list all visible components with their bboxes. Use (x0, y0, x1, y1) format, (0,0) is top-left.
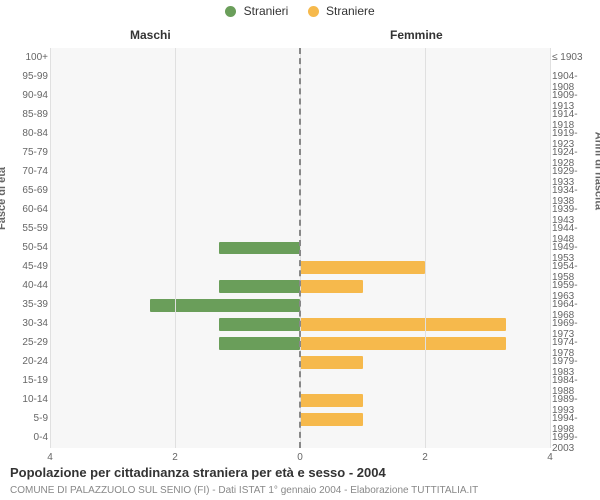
x-tick-label: 0 (297, 452, 303, 463)
birth-year-label: ≤ 1903 (552, 52, 596, 63)
age-label: 100+ (4, 52, 48, 63)
age-label: 20-24 (4, 356, 48, 367)
gridline (550, 48, 551, 448)
age-label: 90-94 (4, 90, 48, 101)
age-label: 35-39 (4, 299, 48, 310)
age-label: 25-29 (4, 337, 48, 348)
age-label: 50-54 (4, 242, 48, 253)
legend: Stranieri Straniere (0, 4, 600, 18)
bar-female (300, 318, 506, 331)
x-tick-label: 2 (172, 452, 178, 463)
column-title-male: Maschi (130, 28, 171, 42)
age-label: 45-49 (4, 261, 48, 272)
birth-year-label: 1999-2003 (552, 432, 596, 454)
age-label: 60-64 (4, 204, 48, 215)
age-label: 40-44 (4, 280, 48, 291)
age-label: 80-84 (4, 128, 48, 139)
bar-female (300, 280, 363, 293)
legend-label-male: Stranieri (244, 4, 289, 18)
age-label: 55-59 (4, 223, 48, 234)
bar-female (300, 413, 363, 426)
legend-label-female: Straniere (326, 4, 375, 18)
bar-male (219, 318, 300, 331)
legend-item-female: Straniere (308, 4, 375, 18)
age-label: 85-89 (4, 109, 48, 120)
chart-title: Popolazione per cittadinanza straniera p… (10, 465, 386, 480)
age-label: 15-19 (4, 375, 48, 386)
bar-female (300, 337, 506, 350)
age-label: 30-34 (4, 318, 48, 329)
legend-swatch-female (308, 6, 319, 17)
bar-male (219, 280, 300, 293)
bar-male (150, 299, 300, 312)
bar-female (300, 261, 425, 274)
age-label: 95-99 (4, 71, 48, 82)
chart-subtitle: COMUNE DI PALAZZUOLO SUL SENIO (FI) - Da… (10, 485, 478, 496)
gridline (50, 48, 51, 448)
bar-female (300, 394, 363, 407)
bar-female (300, 356, 363, 369)
bar-male (219, 337, 300, 350)
legend-swatch-male (225, 6, 236, 17)
gridline (175, 48, 176, 448)
age-label: 5-9 (4, 413, 48, 424)
plot-area: 02244 (50, 48, 550, 448)
x-tick-label: 2 (422, 452, 428, 463)
age-label: 70-74 (4, 166, 48, 177)
gridline (425, 48, 426, 448)
age-label: 0-4 (4, 432, 48, 443)
legend-item-male: Stranieri (225, 4, 291, 18)
age-label: 75-79 (4, 147, 48, 158)
center-divider (299, 48, 301, 448)
age-label: 10-14 (4, 394, 48, 405)
population-pyramid-chart: Stranieri Straniere Maschi Femmine Fasce… (0, 0, 600, 500)
bar-male (219, 242, 300, 255)
column-title-female: Femmine (390, 28, 443, 42)
age-label: 65-69 (4, 185, 48, 196)
x-tick-label: 4 (47, 452, 53, 463)
